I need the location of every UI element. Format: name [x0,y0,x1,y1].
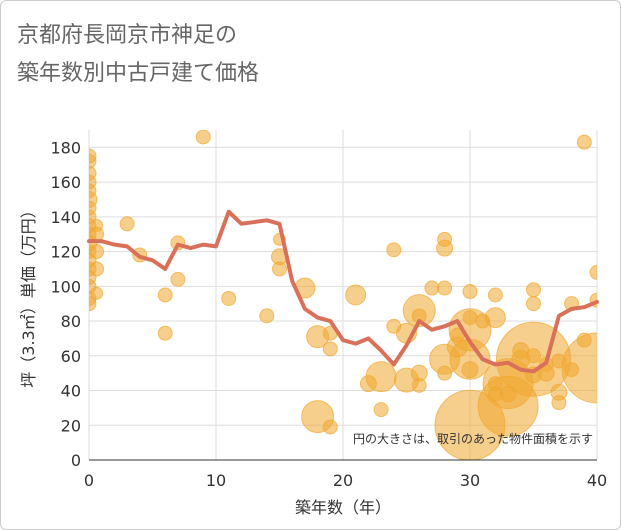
bubble-point [487,287,503,303]
bubble-point [437,280,453,296]
y-tick-label: 60 [61,347,81,366]
bubble-point [437,365,453,381]
bubble-point [526,282,541,298]
bubble-point [551,395,567,411]
bubble-point [461,361,479,379]
bubble-point [322,419,338,435]
bubble-point [119,216,135,232]
y-tick-label: 40 [61,382,81,401]
y-tick-label: 160 [50,173,81,192]
bubble-point [259,308,275,324]
x-tick-labels: 0 10 20 30 40 [84,471,607,490]
x-tick-label: 10 [206,471,226,490]
bubble-point [221,290,237,306]
bubble-point [89,244,105,260]
bubble-point [170,271,186,287]
chart-title-line-1: 京都府長岡京市神足の [17,23,238,48]
average-price-line [87,209,599,374]
bubble-point [373,402,389,418]
average-line-series [87,209,599,374]
x-tick-label: 40 [587,471,607,490]
y-tick-label: 20 [61,416,81,435]
bubble-point [411,377,427,393]
y-tick-label: 120 [50,243,81,262]
bubble-point [484,307,506,329]
bubble-point [89,153,97,169]
bubble-point [157,287,173,303]
x-tick-label: 0 [84,471,94,490]
y-tick-labels: 0 20 40 60 80 100 120 140 160 180 [50,138,81,470]
bubble-point [365,361,397,393]
y-tick-label: 100 [50,277,81,296]
bubble-point [561,332,597,404]
bubble-point [89,226,105,242]
y-tick-label: 80 [61,312,81,331]
bubble-point [424,280,440,296]
bubble-point [462,284,478,300]
bubble-point [322,341,338,357]
bubble-size-note: 円の大きさは、取引のあった物件面積を示す [353,431,593,446]
x-tick-label: 30 [460,471,480,490]
bubble-point [272,261,287,277]
y-axis-label: 坪（3.3㎡）単価（万円） [19,202,38,387]
bubble-series [89,130,597,460]
x-tick-label: 20 [333,471,353,490]
bubble-point [436,239,454,257]
bubble-point [89,261,105,277]
bubble-point [89,296,97,312]
bubble-point [386,242,402,258]
y-tick-label: 180 [50,138,81,157]
y-tick-label: 140 [50,208,81,227]
bubble-point [345,284,367,306]
bubble-point [90,286,104,300]
x-axis-label: 築年数（年） [295,498,391,517]
bubble-point [576,134,592,150]
y-tick-label: 0 [71,451,81,470]
chart-title-line-2: 築年数別中古戸建て価格 [17,61,260,86]
bubble-point [402,294,436,328]
bubble-point [589,264,597,280]
bubble-point [157,325,173,341]
bubble-point [526,296,541,312]
bubble-point [195,130,211,145]
